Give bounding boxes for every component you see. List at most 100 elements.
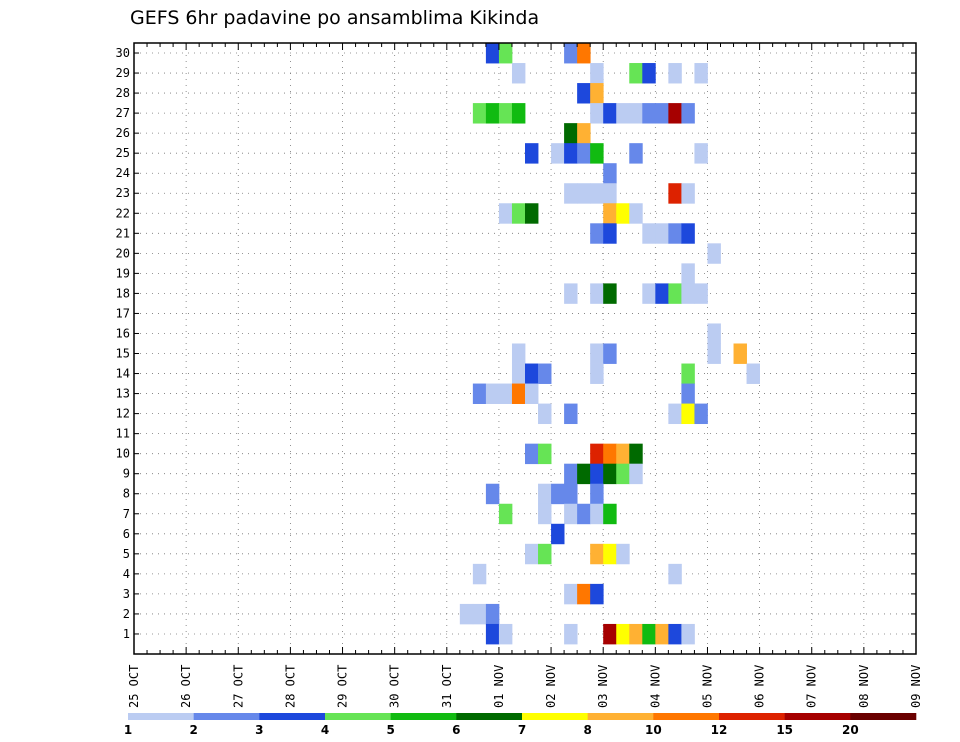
y-tick-label: 2 <box>123 607 130 621</box>
y-tick-label: 18 <box>116 286 130 300</box>
precip-cell <box>485 483 500 505</box>
precip-cell <box>511 63 526 84</box>
x-tick-label: 09 NOV <box>909 665 923 708</box>
precip-cell <box>498 623 513 645</box>
precip-cell <box>498 503 513 525</box>
precip-cell <box>668 63 682 84</box>
y-tick-label: 16 <box>116 326 130 340</box>
x-tick-label: 26 OCT <box>179 665 193 708</box>
precip-cell <box>538 483 552 505</box>
legend-label: 3 <box>255 723 263 737</box>
precip-cell <box>577 123 591 144</box>
y-tick-label: 11 <box>116 427 130 441</box>
precip-cell <box>668 223 682 244</box>
legend-swatch <box>193 713 260 720</box>
y-tick-label: 21 <box>116 226 130 240</box>
x-tick-label: 06 NOV <box>753 665 767 708</box>
x-tick-label: 02 NOV <box>544 665 558 708</box>
precip-cell <box>681 223 695 244</box>
y-tick-label: 3 <box>123 587 130 601</box>
x-tick-label: 01 NOV <box>492 665 506 708</box>
legend-label: 7 <box>518 723 526 737</box>
precip-cell <box>603 203 617 224</box>
precip-cell <box>642 223 656 244</box>
precip-cell <box>616 543 630 565</box>
legend-label: 1 <box>124 723 132 737</box>
precip-cell <box>603 463 617 485</box>
legend-swatch <box>653 713 720 720</box>
precip-cell <box>681 623 695 645</box>
precip-cell <box>629 463 643 485</box>
precip-cell <box>681 263 695 284</box>
x-tick-label: 03 NOV <box>596 665 610 708</box>
y-tick-label: 4 <box>123 567 130 581</box>
y-tick-label: 28 <box>116 86 130 100</box>
precip-cell <box>538 543 552 565</box>
x-tick-label: 04 NOV <box>648 665 662 708</box>
precip-cell <box>681 363 695 384</box>
precip-cell <box>629 103 643 124</box>
legend-label: 12 <box>711 723 728 737</box>
x-axis: 25 OCT 26 OCT 27 OCT 28 OCT 29 OCT 30 OCT 31 O… <box>127 43 923 708</box>
precip-cell <box>551 523 565 545</box>
precip-cell <box>485 623 500 645</box>
legend-label: 15 <box>776 723 793 737</box>
x-tick-label: 25 OCT <box>127 665 141 708</box>
precip-cell <box>564 483 578 505</box>
precip-cell <box>538 443 552 465</box>
y-tick-label: 12 <box>116 407 130 421</box>
precip-cell <box>681 403 695 425</box>
legend-swatch <box>522 713 588 720</box>
precip-cell <box>590 443 604 465</box>
precip-cell <box>472 103 487 124</box>
y-tick-label: 29 <box>116 66 130 80</box>
precip-cell <box>472 563 487 585</box>
y-tick-label: 17 <box>116 306 130 320</box>
y-tick-label: 23 <box>116 186 130 200</box>
precip-cell <box>629 143 643 164</box>
precip-cell <box>629 203 643 224</box>
precip-cell <box>590 343 604 364</box>
precip-cell <box>746 363 760 384</box>
precip-cell <box>707 243 721 264</box>
y-tick-label: 1 <box>123 627 130 641</box>
legend-label: 4 <box>321 723 329 737</box>
precip-cell <box>681 103 695 124</box>
precip-cell <box>511 383 526 404</box>
y-tick-label: 14 <box>116 367 130 381</box>
y-tick-label: 15 <box>116 347 130 361</box>
x-tick-label: 08 NOV <box>857 665 871 708</box>
y-tick-label: 26 <box>116 126 130 140</box>
precip-cell <box>525 203 539 224</box>
precip-cell <box>564 43 578 64</box>
precip-cell <box>564 503 578 525</box>
legend-swatch <box>587 713 654 720</box>
precip-cell <box>590 223 604 244</box>
legend-label: 8 <box>583 723 591 737</box>
legend-label: 5 <box>386 723 394 737</box>
precip-cell <box>511 203 526 224</box>
y-tick-label: 10 <box>116 447 130 461</box>
precip-cell <box>577 43 591 64</box>
y-tick-label: 9 <box>123 467 130 481</box>
precip-cell <box>603 503 617 525</box>
legend-swatch <box>128 713 194 720</box>
precip-cell <box>525 143 539 164</box>
precip-cell <box>498 383 513 404</box>
legend-label: 20 <box>842 723 859 737</box>
y-tick-label: 8 <box>123 487 130 501</box>
precip-cell <box>485 383 500 404</box>
precip-cell <box>681 283 695 304</box>
precip-cell <box>577 503 591 525</box>
precip-cell <box>564 623 578 645</box>
precip-cell <box>655 103 669 124</box>
precip-cell <box>603 343 617 364</box>
precip-cell <box>603 623 617 645</box>
precip-cell <box>485 43 500 64</box>
precip-cell <box>590 283 604 304</box>
precip-cell <box>564 283 578 304</box>
precip-cell <box>603 103 617 124</box>
legend-swatch <box>719 713 785 720</box>
y-tick-label: 25 <box>116 146 130 160</box>
precip-cell <box>590 503 604 525</box>
